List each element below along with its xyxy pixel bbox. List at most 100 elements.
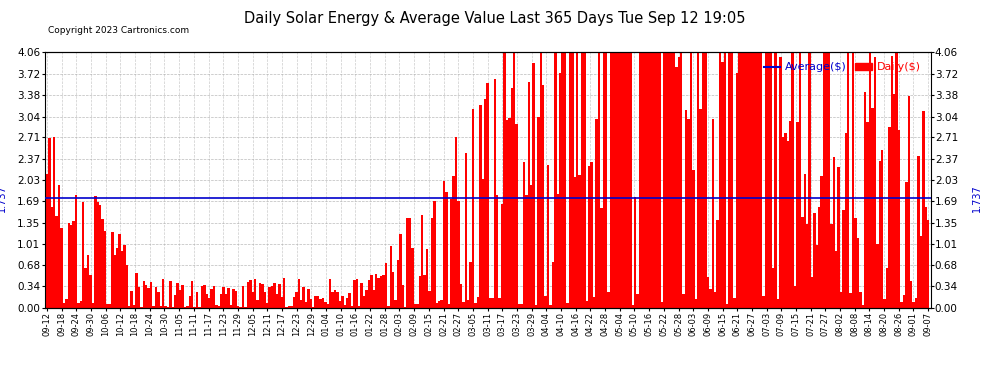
Bar [414,304,416,307]
Bar [625,53,627,308]
Bar [280,297,283,307]
Bar [162,279,164,308]
Bar [114,255,116,308]
Bar [70,225,72,308]
Bar [426,249,429,308]
Bar [831,224,833,308]
Bar [564,53,566,307]
Bar [549,306,551,308]
Bar [568,53,571,308]
Bar [791,53,794,308]
Bar [211,289,213,308]
Bar [300,300,302,307]
Bar [346,298,348,307]
Bar [459,284,462,308]
Bar [166,307,169,308]
Bar [685,110,687,308]
Bar [288,306,290,308]
Bar [925,207,927,308]
Bar [339,301,342,307]
Bar [344,305,346,308]
Bar [794,286,796,308]
Bar [782,137,784,308]
Bar [350,306,353,308]
Bar [842,210,844,308]
Bar [665,53,668,308]
Bar [821,176,823,308]
Bar [644,53,646,308]
Bar [247,282,249,308]
Bar [285,307,288,308]
Bar [320,298,322,307]
Bar [734,298,736,307]
Bar [446,192,447,308]
Bar [159,306,162,308]
Bar [94,196,97,308]
Bar [62,303,65,307]
Bar [767,53,769,308]
Bar [106,304,109,307]
Bar [452,176,454,308]
Bar [828,53,831,308]
Bar [697,53,699,308]
Bar [358,306,360,308]
Bar [148,288,149,308]
Bar [46,174,49,308]
Bar [53,137,55,308]
Bar [82,202,84,308]
Bar [755,53,757,308]
Bar [787,141,789,308]
Bar [337,292,339,308]
Bar [747,53,750,308]
Bar [332,292,334,308]
Bar [876,244,878,308]
Bar [530,185,533,308]
Bar [918,156,920,308]
Bar [72,221,75,308]
Bar [402,285,404,308]
Bar [583,53,586,308]
Bar [121,251,123,308]
Bar [639,53,642,308]
Bar [605,53,608,308]
Bar [849,293,852,308]
Bar [687,119,690,308]
Bar [491,298,494,307]
Bar [433,201,436,308]
Bar [908,96,910,308]
Bar [854,218,856,308]
Text: Copyright 2023 Cartronics.com: Copyright 2023 Cartronics.com [48,26,189,35]
Bar [171,307,174,308]
Bar [508,118,511,308]
Bar [188,296,191,307]
Bar [731,53,734,308]
Bar [225,294,228,308]
Bar [653,53,655,308]
Bar [741,53,742,308]
Bar [223,287,225,308]
Bar [99,206,101,308]
Bar [145,285,148,308]
Bar [198,307,201,308]
Bar [385,263,387,308]
Bar [774,53,777,308]
Bar [915,298,918,307]
Bar [764,53,767,308]
Bar [283,278,285,308]
Bar [682,294,685,307]
Bar [208,298,211,307]
Bar [818,207,821,308]
Bar [630,53,632,308]
Bar [310,299,312,307]
Bar [157,292,159,308]
Bar [813,213,816,308]
Bar [779,57,782,308]
Bar [586,301,588,307]
Bar [523,162,525,308]
Bar [506,120,508,308]
Bar [658,53,660,308]
Bar [469,262,472,308]
Bar [699,109,702,307]
Bar [131,291,133,308]
Bar [152,306,154,308]
